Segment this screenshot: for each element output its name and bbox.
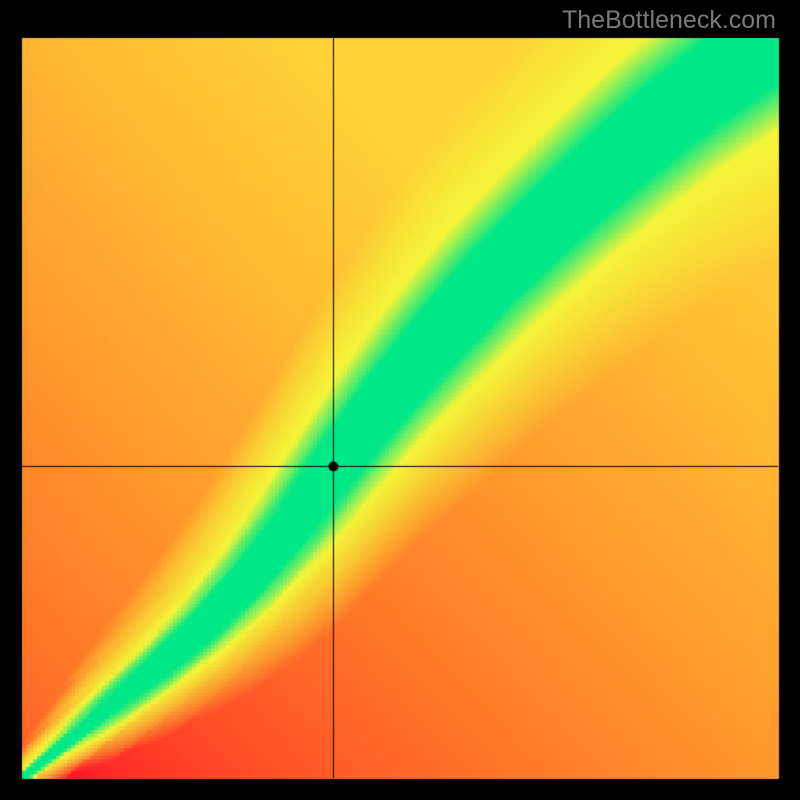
watermark-text: TheBottleneck.com [562, 6, 776, 35]
root-container: TheBottleneck.com [0, 0, 800, 800]
heatmap-canvas [0, 0, 800, 800]
